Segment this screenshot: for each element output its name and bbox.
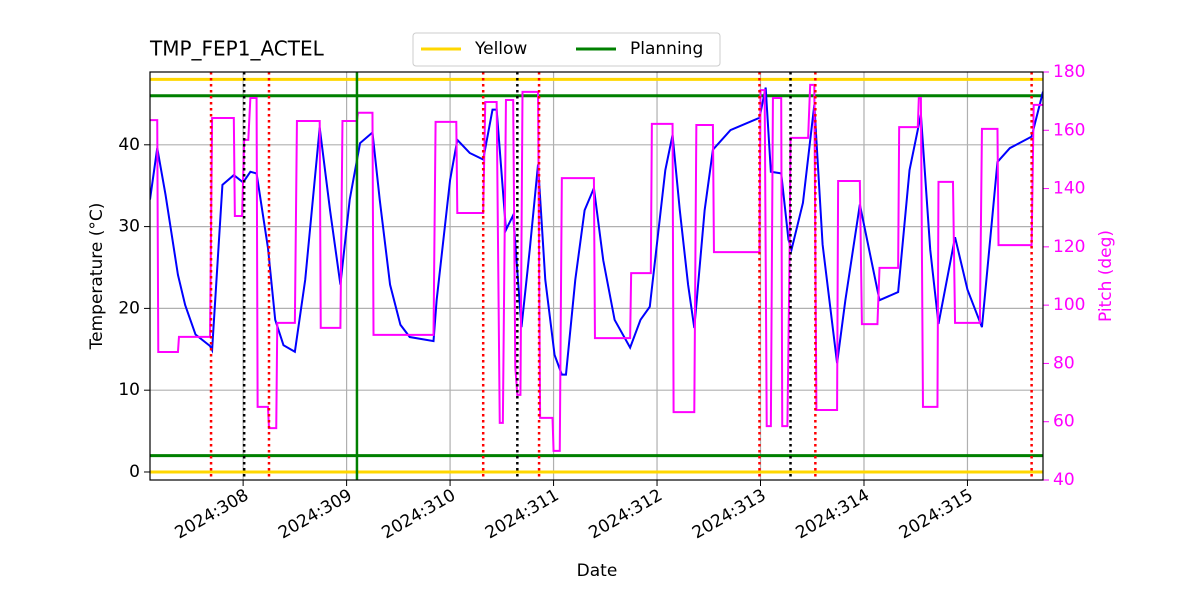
x-tick-label: 2024:311 (482, 485, 563, 543)
data-line (150, 87, 1043, 376)
y-tick-label: 0 (129, 462, 140, 482)
y2-tick-label: 120 (1053, 237, 1085, 257)
y2-tick-label: 60 (1053, 412, 1075, 432)
x-tick-label: 2024:313 (689, 485, 770, 543)
x-tick-label: 2024:309 (275, 485, 356, 543)
y2-tick-label: 40 (1053, 470, 1075, 490)
y-axis-label: Temperature (°C) (87, 203, 107, 351)
chart-title: TMP_FEP1_ACTEL (149, 37, 325, 61)
y-tick-label: 10 (118, 380, 140, 400)
y-tick-label: 20 (118, 298, 140, 318)
y2-tick-label: 100 (1053, 295, 1085, 315)
plot-frame (149, 71, 1044, 481)
x-tick-label: 2024:315 (896, 485, 977, 543)
y-tick-label: 40 (118, 135, 140, 155)
y2-tick-label: 140 (1053, 179, 1085, 199)
legend-box (412, 32, 721, 67)
y2-tick-label: 80 (1053, 353, 1075, 373)
x-tick-label: 2024:310 (379, 485, 460, 543)
legend-label: Yellow (474, 39, 527, 59)
y2-axis-label: Pitch (deg) (1096, 230, 1116, 322)
legend: Yellow Planning (412, 32, 721, 67)
y2-tick-label: 180 (1053, 62, 1085, 82)
x-tick-label: 2024:308 (172, 485, 253, 543)
data-line (150, 83, 1043, 452)
legend-label: Planning (630, 39, 703, 59)
y-tick-label: 30 (118, 217, 140, 237)
x-tick-label: 2024:314 (792, 485, 873, 543)
x-tick-label: 2024:312 (585, 485, 666, 543)
x-axis-label: Date (577, 561, 618, 581)
y2-tick-label: 160 (1053, 120, 1085, 140)
